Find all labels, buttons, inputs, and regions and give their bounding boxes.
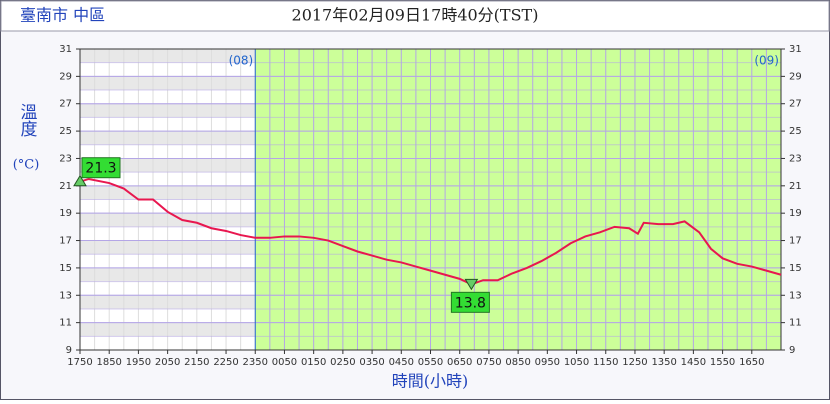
x-tick-label: 0850: [505, 357, 530, 368]
y2-tick-label: 27: [789, 99, 802, 110]
y-tick-label: 29: [59, 71, 72, 82]
y2-tick-label: 17: [789, 236, 802, 247]
day-label: (09): [754, 54, 779, 68]
x-tick-label: 1250: [622, 357, 647, 368]
x-tick-label: 0650: [447, 357, 472, 368]
plot-border: [79, 48, 782, 351]
location: 臺南市 中區: [20, 6, 105, 25]
x-label: 時間(小時): [392, 372, 469, 391]
y2-tick-label: 23: [789, 153, 802, 164]
x-tick-label: 2350: [243, 357, 268, 368]
marker: [73, 174, 87, 187]
y2-tick-label: 29: [789, 71, 802, 82]
y-tick-label: 27: [59, 99, 72, 110]
marker-label: 13.8: [455, 295, 486, 311]
y-tick-label: 25: [59, 126, 72, 137]
x-tick-label: 0050: [272, 357, 297, 368]
temp-line: [79, 177, 782, 286]
marker: [464, 278, 479, 291]
x-tick-label: 0150: [301, 357, 326, 368]
x-tick-label: 1950: [126, 357, 151, 368]
x-tick-label: 0250: [330, 357, 355, 368]
marker-label: 21.3: [85, 161, 116, 177]
y-tick-label: 11: [59, 318, 72, 329]
x-tick-label: 1550: [710, 357, 735, 368]
y-tick-label: 23: [59, 153, 72, 164]
y2-tick-label: 9: [789, 345, 795, 356]
y2-tick-label: 15: [789, 263, 802, 274]
x-tick-label: 0350: [359, 357, 384, 368]
y-tick-label: 9: [66, 345, 72, 356]
chart-title: 2017年02月09日17時40分(TST): [292, 6, 539, 25]
y-unit: (°C): [13, 158, 40, 173]
marker-label-bg: [450, 291, 490, 313]
day-label: (08): [229, 54, 254, 68]
y-tick-label: 21: [59, 181, 72, 192]
y-tick-label: 19: [59, 208, 72, 219]
y2-tick-label: 11: [789, 318, 802, 329]
x-tick-label: 0450: [389, 357, 414, 368]
header: [0, 0, 830, 32]
x-tick-label: 1450: [681, 357, 706, 368]
y-tick-label: 15: [59, 263, 72, 274]
y2-tick-label: 21: [789, 181, 802, 192]
x-tick-label: 0550: [418, 357, 443, 368]
x-tick-label: 1350: [651, 357, 676, 368]
x-tick-label: 1150: [593, 357, 618, 368]
x-tick-label: 1050: [564, 357, 589, 368]
x-tick-label: 2050: [155, 357, 180, 368]
y-tick-label: 31: [59, 44, 72, 55]
y-label: 溫度: [17, 103, 38, 137]
x-tick-label: 1750: [67, 357, 92, 368]
y2-tick-label: 25: [789, 126, 802, 137]
x-tick-label: 0750: [476, 357, 501, 368]
x-tick-label: 2150: [184, 357, 209, 368]
y-tick-label: 13: [59, 290, 72, 301]
y2-tick-label: 31: [789, 44, 802, 55]
x-tick-label: 0950: [535, 357, 560, 368]
y2-tick-label: 13: [789, 290, 802, 301]
x-tick-label: 2250: [213, 357, 238, 368]
y-tick-label: 17: [59, 236, 72, 247]
x-tick-label: 1650: [739, 357, 764, 368]
x-tick-label: 1850: [96, 357, 121, 368]
marker-label-bg: [81, 157, 121, 179]
y2-tick-label: 19: [789, 208, 802, 219]
